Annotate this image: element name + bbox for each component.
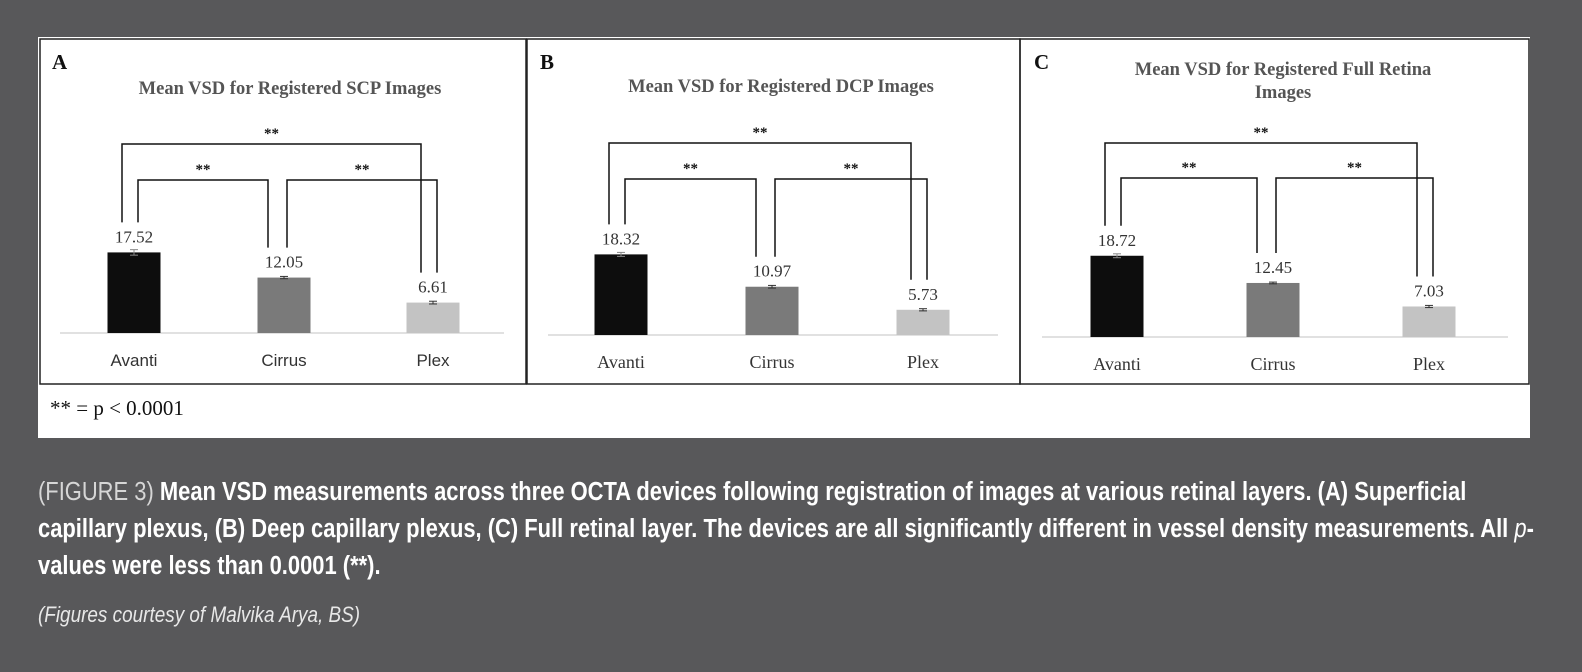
panel-b-bar-avanti xyxy=(594,254,648,335)
figure-credit: (Figures courtesy of Malvika Arya, BS) xyxy=(38,602,361,627)
panel-c-category-plex: Plex xyxy=(1413,354,1445,374)
panel-b-title-line-1: Mean VSD for Registered DCP Images xyxy=(628,77,934,97)
panel-c-significance-bracket-2 xyxy=(1120,177,1258,253)
panel-b-value-label-plex: 5.73 xyxy=(908,285,938,304)
panel-c-value-label-cirrus: 12.45 xyxy=(1254,258,1292,277)
panel-b-significance-bracket-3 xyxy=(774,178,928,280)
caption-text-2: -values were less than 0.0001 (**). xyxy=(38,515,1534,580)
panel-b-category-cirrus: Cirrus xyxy=(750,352,795,372)
panel-b-significance-bracket-1 xyxy=(608,142,912,280)
panel-b-value-label-avanti: 18.32 xyxy=(602,229,640,248)
panel-a-significance-label-3: ** xyxy=(355,162,370,178)
panel-b-category-plex: Plex xyxy=(907,352,939,372)
panel-c-category-cirrus: Cirrus xyxy=(1251,354,1296,374)
panel-b-letter: B xyxy=(540,50,554,74)
panel-a-bar-plex xyxy=(406,302,460,333)
panel-a-bar-cirrus xyxy=(257,277,311,333)
charts-svg: A Mean VSD for Registered SCP Images 17.52… xyxy=(39,38,1530,420)
panel-a-significance-bracket-2 xyxy=(137,179,269,248)
panel-b-bar-cirrus xyxy=(745,286,799,335)
panel-b-significance-label-3: ** xyxy=(844,161,859,177)
panel-a-bar-avanti xyxy=(107,252,161,333)
panel-c-significance-label-1: ** xyxy=(1254,125,1269,141)
panel-a-value-label-avanti: 17.52 xyxy=(115,227,153,246)
caption-italic-p: p xyxy=(1514,515,1527,543)
panel-b-value-label-cirrus: 10.97 xyxy=(753,262,792,281)
panel-c-value-label-avanti: 18.72 xyxy=(1098,231,1136,250)
panel-c-title-line-1: Mean VSD for Registered Full Retina xyxy=(1135,60,1432,80)
panel-b-significance-bracket-2 xyxy=(624,178,757,257)
panel-c-significance-bracket-3 xyxy=(1275,177,1434,277)
panel-c-border xyxy=(1019,38,1530,385)
panel-c-value-label-plex: 7.03 xyxy=(1414,281,1444,300)
panel-a-value-label-cirrus: 12.05 xyxy=(265,253,303,272)
panel-a-significance-label-2: ** xyxy=(196,162,211,178)
panel-a-value-label-plex: 6.61 xyxy=(418,278,448,297)
panel-a-significance-bracket-3 xyxy=(286,179,438,273)
panel-a-letter: A xyxy=(52,50,68,74)
panel-c-significance-label-3: ** xyxy=(1347,160,1362,176)
panel-b-bar-plex xyxy=(896,309,950,335)
figure-panel: A Mean VSD for Registered SCP Images 17.52… xyxy=(38,37,1530,438)
caption-text-1: Mean VSD measurements across three OCTA … xyxy=(38,478,1515,543)
panel-a-category-plex: Plex xyxy=(416,351,450,370)
panel-c-significance-label-2: ** xyxy=(1182,160,1197,176)
panel-c-bar-cirrus xyxy=(1246,282,1300,337)
significance-footnote: ** = p < 0.0001 xyxy=(50,396,184,420)
panel-a-border xyxy=(39,38,527,385)
panel-b-significance-label-2: ** xyxy=(683,161,698,177)
panel-b-category-avanti: Avanti xyxy=(597,352,645,372)
panel-c-title-line-2: Images xyxy=(1255,83,1312,103)
panel-a-significance-bracket-1 xyxy=(121,143,422,273)
panel-c-bar-avanti xyxy=(1090,255,1144,337)
panel-b-significance-label-1: ** xyxy=(753,125,768,141)
panel-c-category-avanti: Avanti xyxy=(1093,354,1141,374)
figure-caption: (FIGURE 3) Mean VSD measurements across … xyxy=(38,474,1538,585)
panel-a-category-avanti: Avanti xyxy=(111,351,158,370)
figure-label: (FIGURE 3) xyxy=(38,478,154,506)
panel-c-significance-bracket-1 xyxy=(1104,142,1418,277)
panel-a-title-line-1: Mean VSD for Registered SCP Images xyxy=(139,79,442,99)
panel-a-significance-label-1: ** xyxy=(264,126,279,142)
panel-c-bar-plex xyxy=(1402,306,1456,337)
panel-c-letter: C xyxy=(1034,50,1049,74)
panel-a-category-cirrus: Cirrus xyxy=(261,351,306,370)
